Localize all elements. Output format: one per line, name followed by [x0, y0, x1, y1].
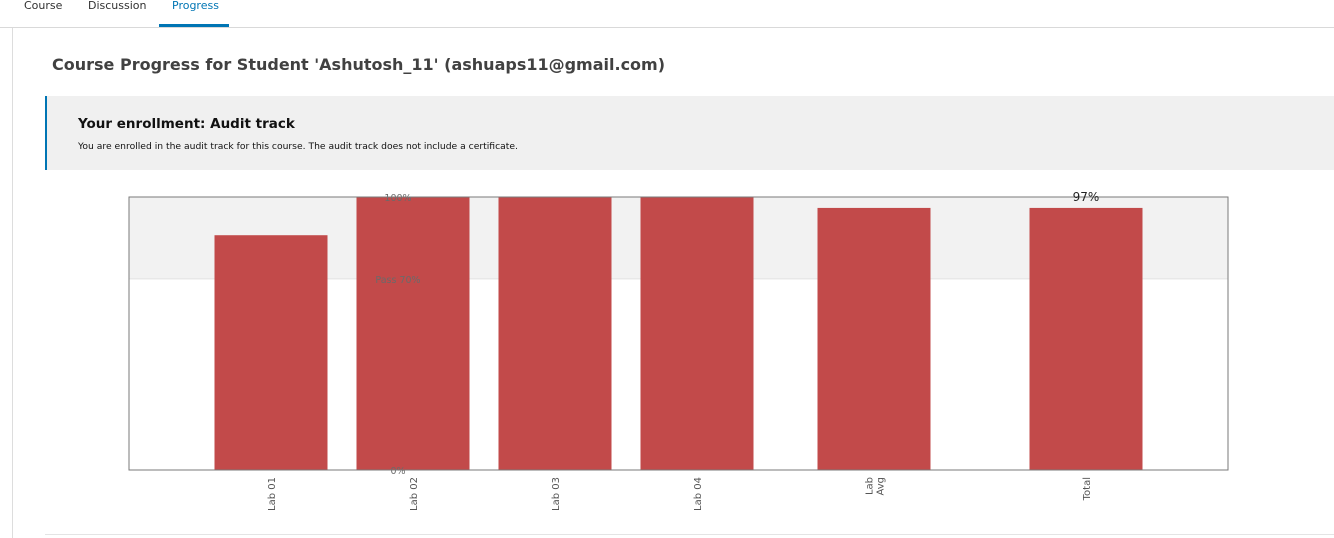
progress-chart: 100% Pass 70% 0% Lab 01 Lab 02 Lab 03 Lab 04 La… — [128, 190, 1229, 511]
course-tabs: Course Discussion Progress — [0, 0, 1334, 28]
bar-total — [1029, 207, 1143, 471]
section-divider — [45, 534, 1334, 535]
tab-progress[interactable]: Progress — [172, 0, 219, 12]
bar-lab-03 — [498, 197, 612, 470]
enrollment-title: Your enrollment: Audit track — [78, 116, 295, 132]
bar-lab-04 — [640, 197, 754, 470]
active-tab-indicator — [159, 24, 229, 27]
tab-course[interactable]: Course — [24, 0, 63, 12]
plot-frame — [128, 196, 1229, 471]
y-tick-label: Pass 70% — [375, 275, 420, 286]
enrollment-accent-bar — [45, 96, 47, 170]
y-tick-label: 0% — [390, 466, 405, 477]
x-tick-label: Lab 04 — [693, 477, 704, 511]
total-value-label: 97% — [1073, 190, 1100, 204]
bar-lab-01 — [214, 235, 328, 470]
x-tick-label: Lab 03 — [551, 477, 562, 511]
tab-discussion[interactable]: Discussion — [88, 0, 147, 12]
enrollment-description: You are enrolled in the audit track for … — [78, 141, 518, 152]
x-tick-label: LabAvg — [865, 477, 887, 496]
tabs-divider — [0, 27, 1334, 28]
x-tick-label: Lab 01 — [267, 477, 278, 511]
content-border — [12, 28, 13, 538]
bar-lab-02 — [356, 197, 470, 470]
bar-lab-avg — [817, 207, 931, 471]
x-tick-label: Total — [1082, 477, 1093, 501]
x-tick-label: Lab 02 — [409, 477, 420, 511]
page-title: Course Progress for Student 'Ashutosh_11… — [52, 55, 666, 74]
y-tick-label: 100% — [384, 193, 411, 204]
enrollment-message: Your enrollment: Audit track You are enr… — [45, 96, 1334, 170]
